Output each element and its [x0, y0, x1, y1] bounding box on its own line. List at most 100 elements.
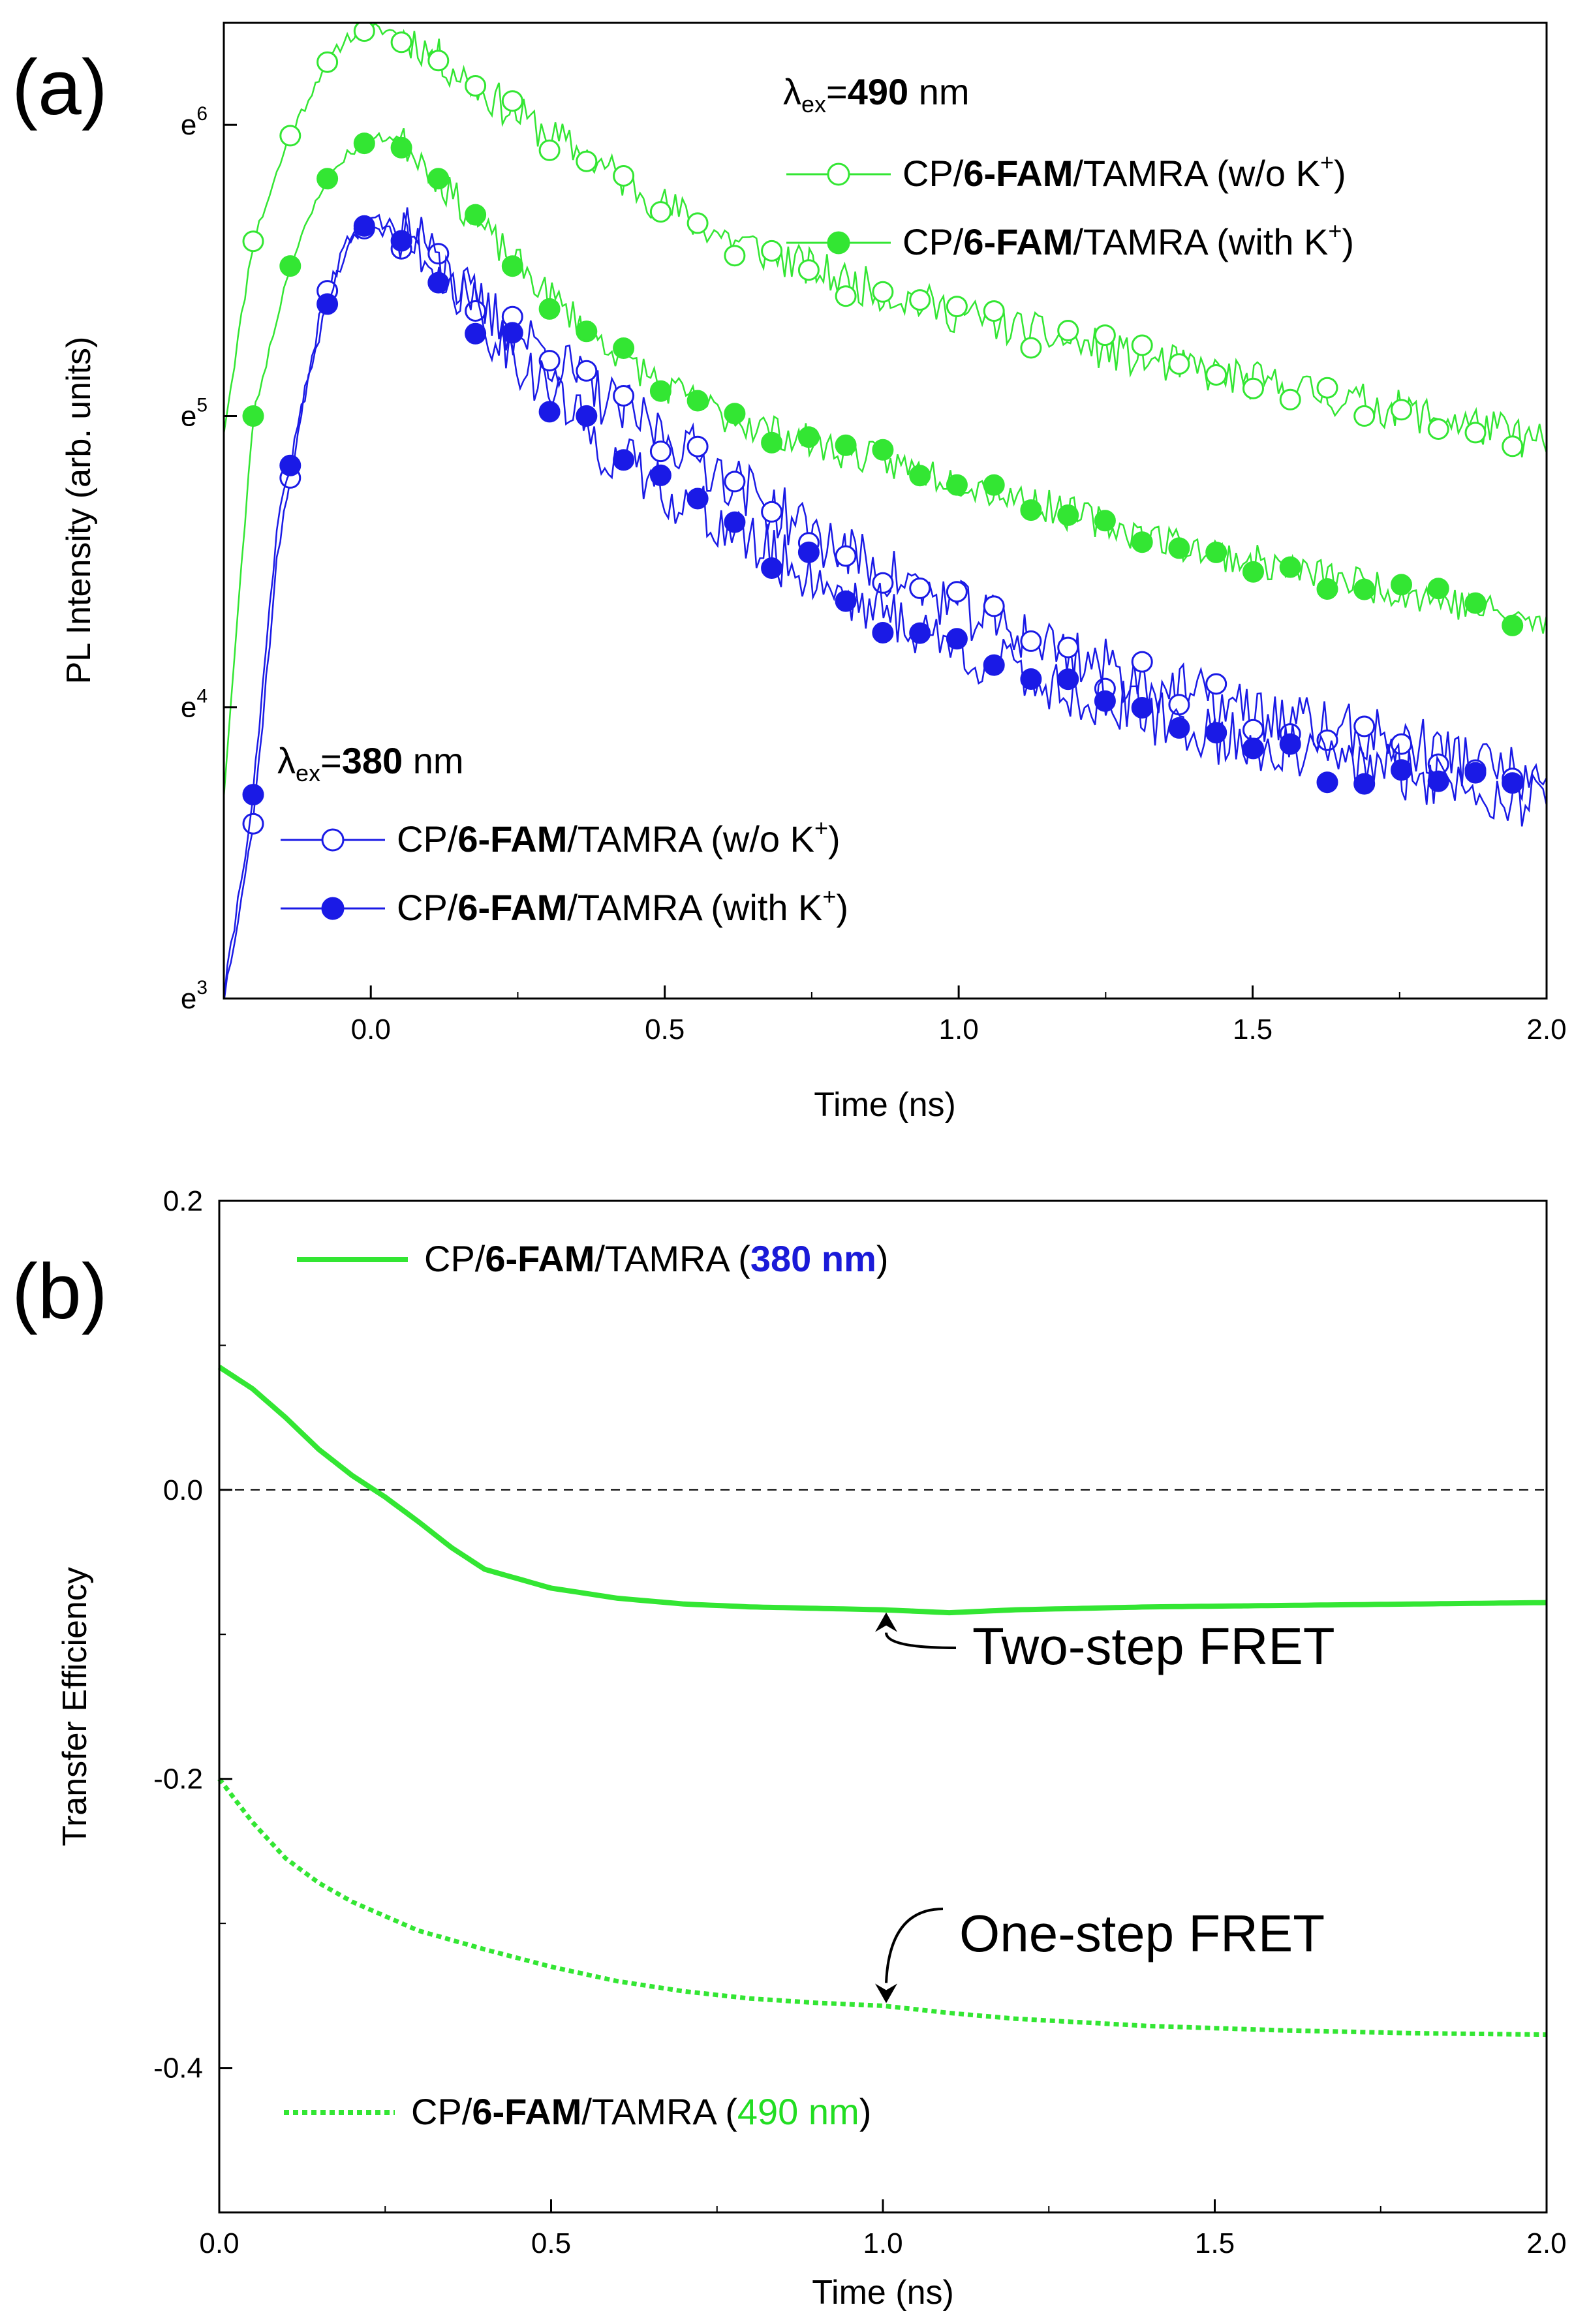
panel-a-series-0-marker-30: [1353, 405, 1376, 427]
panel-a-series-1: [224, 128, 1547, 798]
panel-a-series-2-line: [224, 212, 1547, 999]
annotation-arrowhead: [875, 1612, 897, 1632]
panel-b-x-label: Time (ns): [812, 2274, 954, 2312]
panel-a-legend-entry: CP/6-FAM/TAMRA (with K+): [786, 217, 1354, 262]
panel-a-y-tick-label: e6: [181, 103, 208, 141]
panel-a-series-2-marker-20: [983, 595, 1005, 617]
panel-a-series-2-marker-12: [687, 435, 709, 457]
panel-a-series-1-marker-18: [909, 465, 931, 487]
panel-a-series-3-marker-5: [427, 271, 450, 294]
annotation-arrow: [885, 1632, 957, 1649]
legend-label: CP/6-FAM/TAMRA (w/o K+): [902, 149, 1346, 194]
panel-a-frame: [223, 22, 1548, 1000]
panel-a-series-3-marker-4: [390, 230, 412, 252]
panel-a-series-1-marker-4: [390, 136, 412, 159]
panel-a-series-0-marker-16: [835, 285, 857, 307]
panel-a-series-3-marker-12: [687, 488, 709, 510]
panel-a-series-0-marker-27: [1242, 377, 1264, 399]
panel-a-x-tick-label: 2.0: [1526, 1014, 1566, 1046]
panel-a-series-0: [224, 23, 1547, 457]
panel-a-series-1-marker-5: [427, 168, 450, 190]
panel-a-series-3-marker-3: [353, 215, 375, 237]
panel-a-series-1-marker-25: [1168, 537, 1190, 559]
panel-a-series-0-marker-13: [724, 245, 746, 267]
panel-a-series-0-marker-2: [316, 51, 339, 73]
panel-a-series-0-marker-9: [576, 150, 598, 172]
panel-a-legend-header-1: λex=380 nm: [277, 740, 464, 786]
panel-a-series-0-marker-34: [1502, 435, 1524, 457]
panel-b-y-label: Transfer Efficiency: [56, 1567, 94, 1846]
panel-a-series-3-marker-31: [1391, 759, 1412, 781]
panel-a-series-1-marker-28: [1279, 556, 1301, 578]
panel-a-series-1-marker-31: [1391, 574, 1412, 596]
panel-a-series-3-marker-25: [1168, 717, 1190, 739]
panel-a-series-0-marker-11: [649, 201, 671, 223]
panel-a-series-3-marker-21: [1020, 668, 1042, 690]
panel-a-series-1-marker-1: [279, 255, 301, 277]
panel-a-series-0-marker-12: [687, 212, 709, 234]
panel-a-legend-entry: CP/6-FAM/TAMRA (w/o K+): [281, 814, 841, 860]
panel-b-series-1-dotted: [217, 1777, 1547, 2037]
panel-b-legend: CP/6-FAM/TAMRA (380 nm) CP/6-FAM/TAMRA (4…: [284, 1238, 889, 2132]
panel-a-series-1-marker-34: [1502, 614, 1524, 636]
panel-b-annotation: One-step FRET: [875, 1904, 1325, 2004]
panel-b-y-ticks: 0.2 0.0 -0.2 -0.4: [153, 1185, 232, 2213]
panel-b-y-tick-label: -0.2: [153, 1763, 203, 1795]
panel-a-series-2-marker-25: [1168, 694, 1190, 716]
panel-a-series-0-marker-26: [1205, 364, 1227, 386]
panel-a-series-2-marker-10: [613, 385, 635, 407]
panel-a-series-2-marker-26: [1205, 673, 1227, 695]
panel-a-series-1-marker-17: [872, 439, 894, 461]
panel-a-series-0-marker-22: [1057, 320, 1079, 341]
panel-a-series-3-marker-30: [1353, 773, 1376, 795]
panel-b-y-tick-label: 0.0: [163, 1474, 203, 1506]
panel-a-series-2-marker-24: [1131, 651, 1153, 673]
panel-a-series-0-marker-24: [1131, 334, 1153, 356]
panel-a-series-1-marker-3: [353, 132, 375, 155]
panel-a-y-tick-label: e3: [181, 977, 208, 1015]
panel-a-legend-header-0: λex=490 nm: [783, 71, 970, 117]
panel-a-series-1-marker-22: [1057, 504, 1079, 526]
panel-a-series-0-marker-28: [1279, 388, 1301, 411]
panel-a-series-2-marker-30: [1353, 715, 1376, 737]
legend-label: CP/6-FAM/TAMRA (w/o K+): [397, 814, 841, 860]
panel-b-x-ticks: 0.0 0.5 1.0 1.5 2.0: [199, 2199, 1567, 2259]
panel-a-series-2-marker-21: [1020, 630, 1042, 652]
panel-a-series-3-marker-19: [946, 628, 968, 650]
panel-a-series-3: [224, 207, 1547, 999]
panel-a-series-3-line: [224, 207, 1547, 999]
panel-a-series-0-marker-18: [909, 289, 931, 311]
panel-a-series-1-marker-13: [724, 403, 746, 425]
panel-a-x-label: Time (ns): [814, 1086, 956, 1124]
legend-marker: [321, 897, 345, 920]
panel-b-y-tick-label: -0.4: [153, 2053, 203, 2084]
annotation-label: One-step FRET: [959, 1904, 1325, 1962]
panel-a-series-3-marker-20: [983, 654, 1005, 676]
panel-a-series-0-marker-6: [465, 75, 487, 97]
legend-marker: [321, 828, 345, 852]
panel-b-legend-entry: CP/6-FAM/TAMRA (490 nm): [284, 2091, 871, 2132]
panel-b-legend-entry: CP/6-FAM/TAMRA (380 nm): [297, 1238, 889, 1279]
panel-a-series-3-marker-29: [1316, 771, 1338, 794]
panel-a-y-tick-label: e5: [181, 394, 208, 432]
panel-a-series-1-marker-32: [1427, 578, 1449, 600]
panel-b-x-tick-label: 0.0: [199, 2227, 239, 2259]
panel-a-series-2-marker-8: [538, 350, 561, 372]
panel-a-series-0-marker-8: [538, 139, 561, 161]
panel-a-series-0-marker-31: [1391, 399, 1412, 421]
panel-a-series-2-marker-19: [946, 581, 968, 603]
panel-a-series-2-marker-16: [835, 545, 857, 567]
panel-a-series-1-marker-11: [649, 380, 671, 402]
panel-a-series-3-marker-24: [1131, 697, 1153, 719]
panel-b-label: (b): [12, 1248, 108, 1335]
panel-b-x-tick-label: 0.5: [531, 2227, 571, 2259]
panel-a-series-3-marker-2: [316, 293, 339, 315]
annotation-label: Two-step FRET: [972, 1617, 1335, 1675]
panel-b: (b) 0.0 0.5 1.0 1.5 2.0 0.2 0.0 -0.2 -0.4 Time …: [12, 1185, 1567, 2312]
panel-a-series-3-marker-1: [279, 454, 301, 476]
panel-a-series-3-marker-7: [501, 322, 523, 344]
panel-a-series-3-marker-11: [649, 464, 671, 486]
panel-a-series-2-marker-17: [872, 572, 894, 594]
panel-a-series-2-marker-0: [242, 813, 264, 835]
legend-marker: [827, 231, 850, 255]
